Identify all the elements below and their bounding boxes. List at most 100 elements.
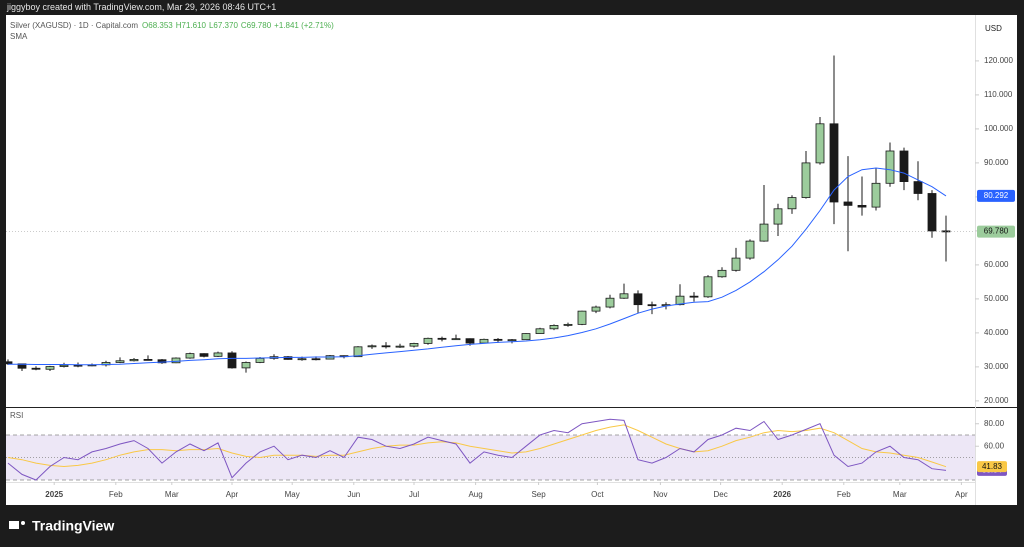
chart-background — [6, 15, 1017, 505]
rsi-title: RSI — [10, 411, 23, 420]
candle-body — [689, 295, 699, 298]
candle-body — [731, 257, 741, 271]
candle-body — [801, 162, 811, 198]
candle-body — [423, 337, 433, 344]
currency: USD — [985, 24, 1002, 33]
candle-body — [6, 361, 13, 365]
candle-body — [633, 293, 643, 306]
legend-title: Silver (XAGUSD) · 1D · Capital.com O68.35… — [10, 21, 334, 30]
x-tick-label: Feb — [837, 490, 851, 499]
candle-body — [31, 367, 41, 370]
candle-body — [409, 343, 419, 347]
candle-body — [353, 346, 363, 358]
candle-body — [815, 123, 825, 164]
y-tick-label: 50.000 — [984, 294, 1009, 303]
candle-body — [283, 356, 293, 360]
logo: TradingView — [9, 518, 114, 534]
x-tick-label: Nov — [653, 490, 667, 499]
candle-body — [521, 333, 531, 341]
candle-body — [549, 325, 559, 330]
high-label: H71.610 — [176, 21, 207, 30]
candle-body — [437, 337, 447, 340]
y-tick-label: 90.000 — [984, 158, 1009, 167]
x-tick-label: Aug — [468, 490, 482, 499]
x-tick-label: 2026 — [773, 490, 791, 499]
candle-body — [703, 276, 713, 298]
sma-badge-label: 80.292 — [984, 191, 1009, 200]
candle-body — [465, 338, 475, 344]
candle-body — [759, 223, 769, 242]
x-tick-label: Apr — [226, 490, 239, 499]
x-tick-label: Mar — [165, 490, 179, 499]
candle-body — [535, 328, 545, 334]
candle-body — [381, 345, 391, 348]
candle-body — [395, 345, 405, 348]
candle-body — [899, 150, 909, 182]
rsi-badge — [977, 461, 1007, 473]
candle-body — [591, 306, 601, 312]
candle-body — [507, 339, 517, 342]
candle-body — [213, 352, 223, 357]
change-label: +1.841 (+2.71%) — [274, 21, 334, 30]
low-label: L67.370 — [209, 21, 238, 30]
rsi-badge-label: 41.83 — [982, 462, 1003, 471]
x-tick-label: Dec — [713, 490, 727, 499]
candle-body — [45, 366, 55, 370]
y-tick-label: 30.000 — [984, 362, 1009, 371]
candle-body — [675, 295, 685, 306]
y-tick-label: 120.000 — [984, 56, 1013, 65]
x-tick-label: 2025 — [45, 490, 63, 499]
indicator-label: SMA — [10, 32, 28, 41]
x-tick-label: Sep — [531, 490, 546, 499]
price-badge-label: 69.780 — [984, 227, 1009, 236]
sma-badge — [977, 189, 1015, 202]
x-tick-label: Feb — [109, 490, 123, 499]
rsi-line — [7, 418, 947, 481]
credit-bar: jiggyboy created with TradingView.com, M… — [0, 0, 1024, 15]
candle-body — [563, 323, 573, 326]
logo-icon — [9, 521, 19, 529]
candle-body — [311, 358, 321, 361]
candle-body — [451, 338, 461, 341]
y-tick-label: 60.000 — [984, 260, 1009, 269]
logo-text: TradingView — [32, 518, 114, 534]
x-tick-label: Jul — [409, 490, 419, 499]
candle-body — [199, 353, 209, 357]
axes: 120.000110.000100.00090.00080.00070.0006… — [45, 56, 1015, 499]
candle-body — [773, 208, 783, 225]
y-tick-label: 110.000 — [984, 90, 1013, 99]
candle-body — [143, 359, 153, 361]
y-tick-label: 60.00 — [984, 441, 1005, 450]
x-tick-label: Oct — [591, 490, 604, 499]
candle-body — [619, 293, 629, 299]
candle-body — [829, 123, 839, 203]
y-tick-label: 80.00 — [984, 419, 1005, 428]
candle-body — [605, 297, 615, 308]
candle-body — [255, 357, 265, 363]
price-badge — [977, 225, 1015, 238]
candle-body — [241, 362, 251, 369]
rsi-ma-line — [7, 424, 947, 468]
candle-body — [885, 150, 895, 184]
y-tick-label: 40.000 — [984, 328, 1009, 337]
candle-body — [493, 338, 503, 341]
candle-body — [115, 360, 125, 363]
candle-body — [59, 364, 69, 367]
candle-body — [367, 345, 377, 348]
candle-body — [297, 358, 307, 361]
x-tick-label: May — [285, 490, 300, 499]
candle-body — [913, 181, 923, 194]
candle-body — [857, 204, 867, 208]
candle-body — [129, 359, 139, 362]
candle-body — [185, 353, 195, 359]
candle-body — [927, 193, 937, 232]
y-tick-label: 20.000 — [984, 396, 1009, 405]
price-pane — [6, 55, 975, 373]
candle-body — [479, 338, 489, 344]
candle-body — [647, 304, 657, 307]
symbol: Silver (XAGUSD) · 1D · Capital.com — [10, 21, 138, 30]
y-tick-label: 100.000 — [984, 124, 1013, 133]
candle-body — [171, 357, 181, 364]
